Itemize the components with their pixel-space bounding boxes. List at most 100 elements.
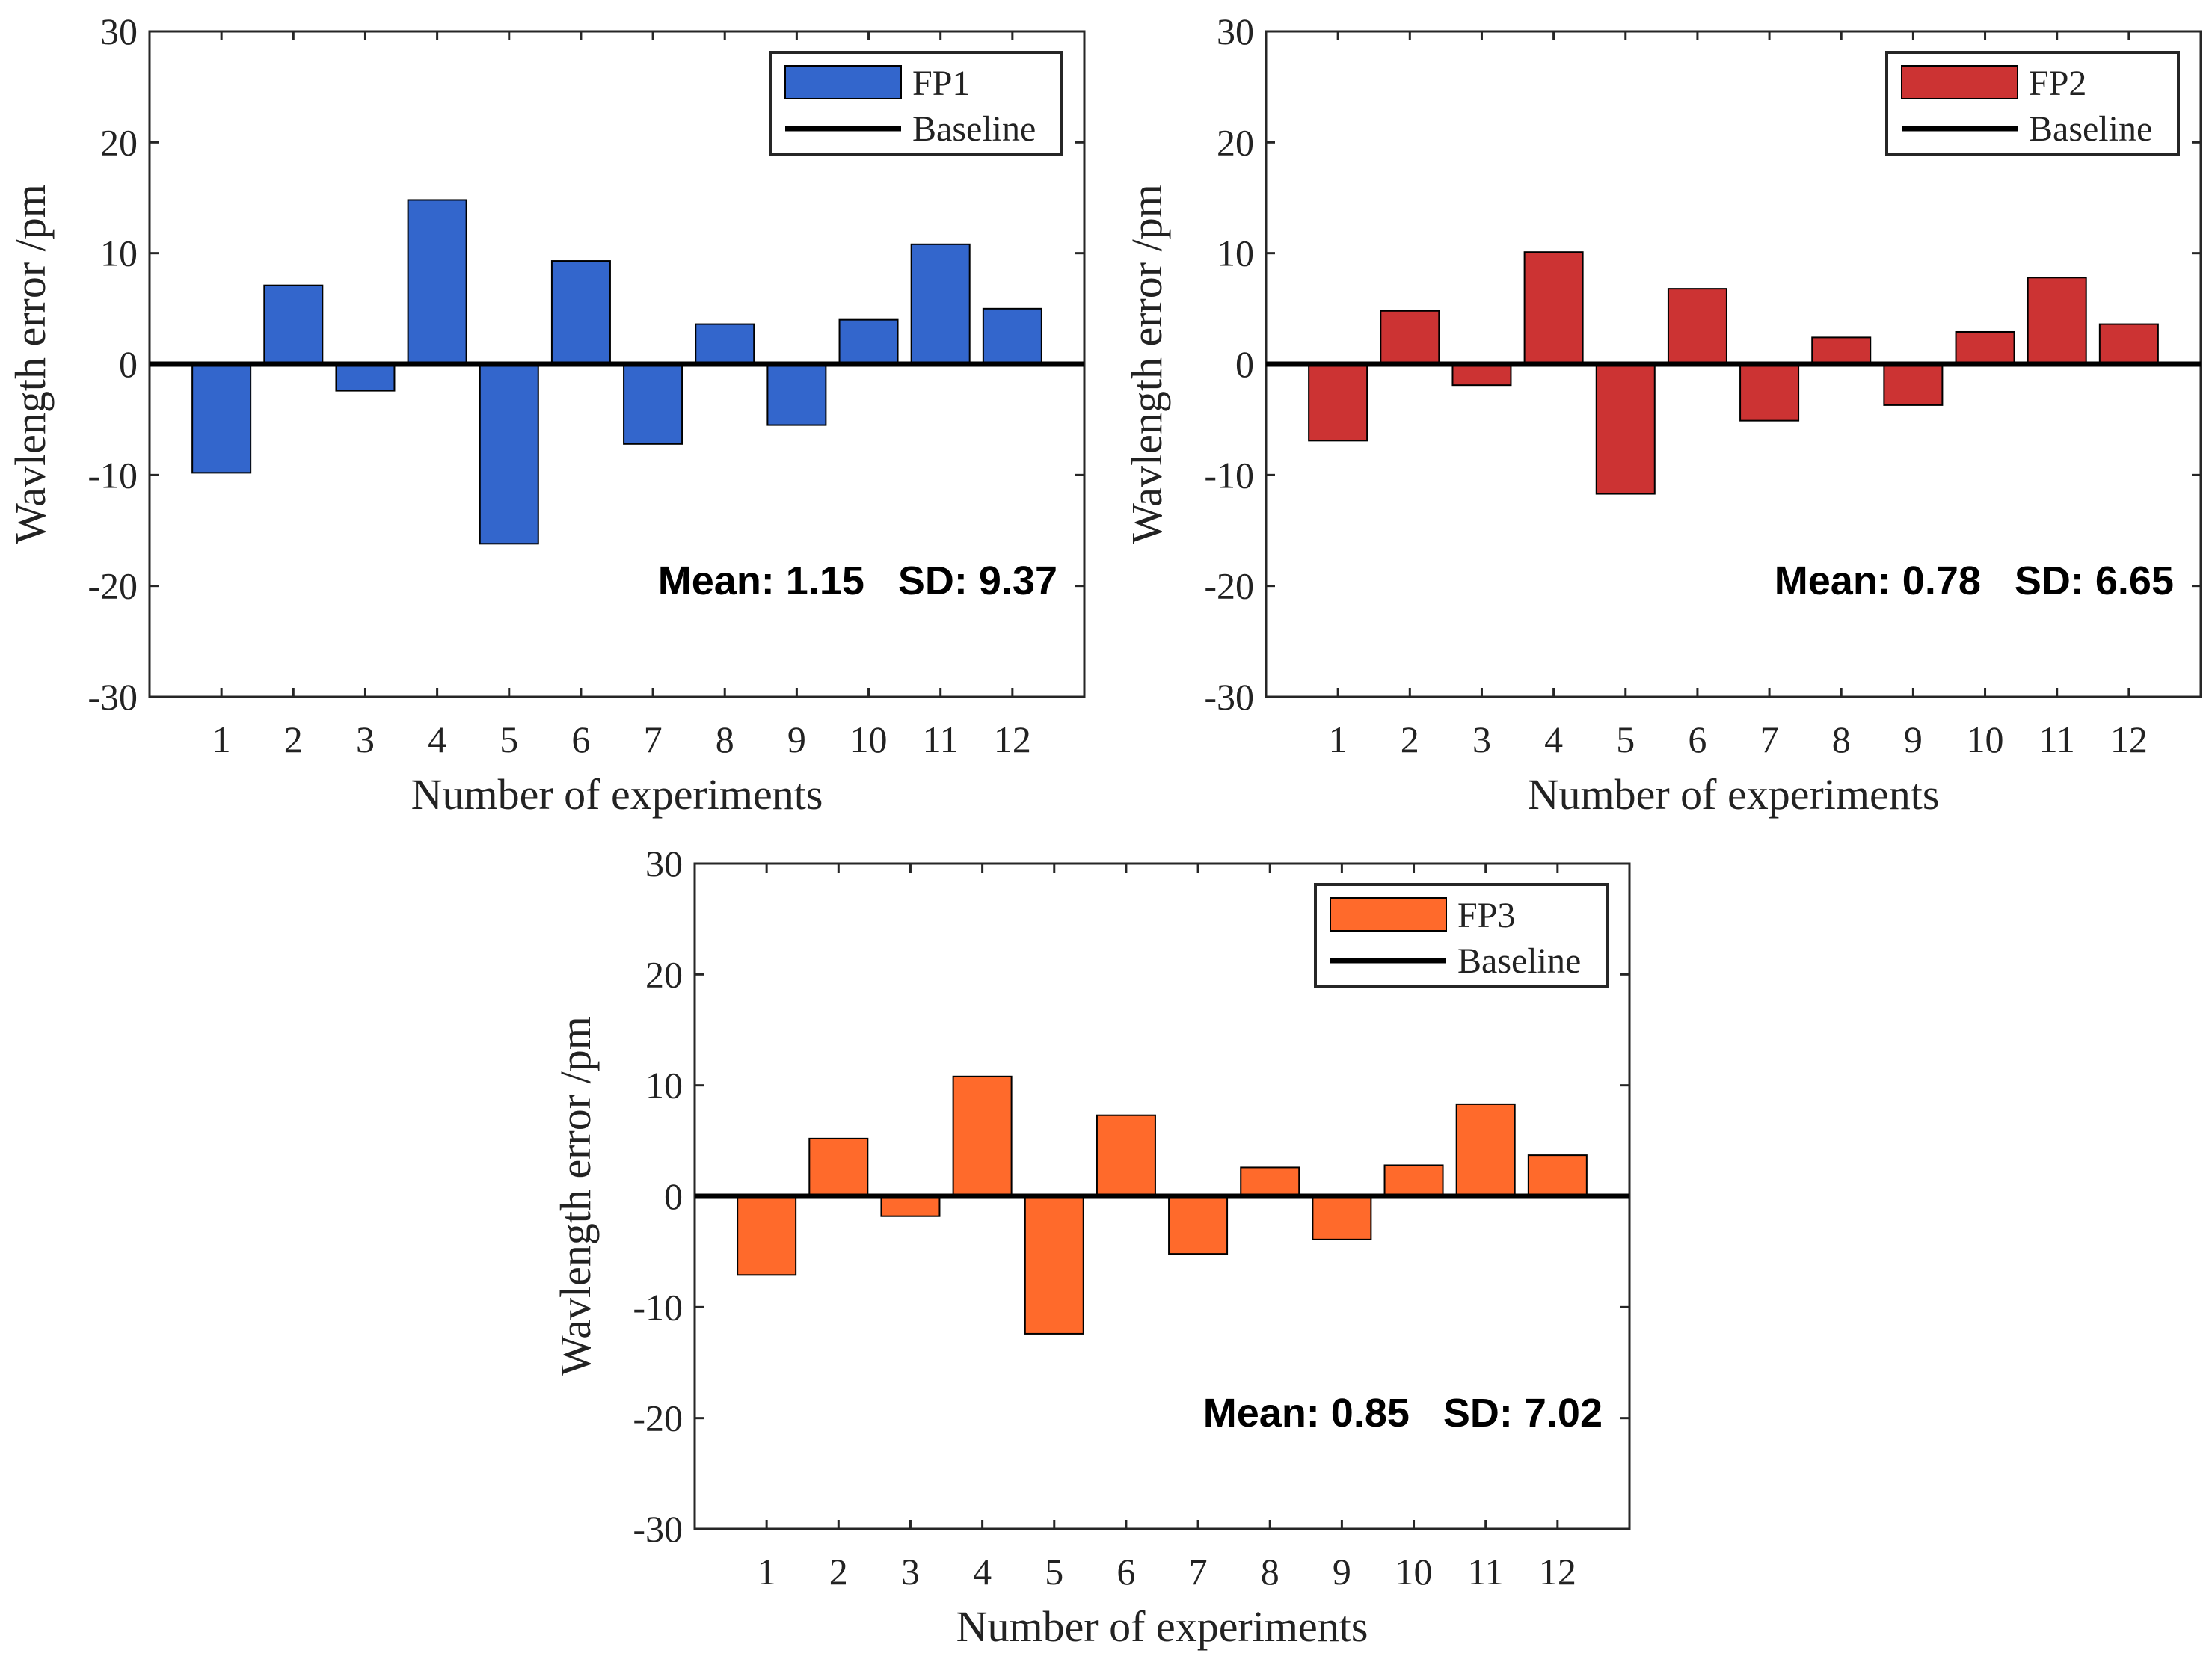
bar-fp1-exp-8 [695,323,755,366]
y-tick-label: 0 [1235,343,1254,385]
bar-fp1-exp-6 [550,260,611,365]
stats-annotation: Mean: 0.78 SD: 6.65 [1775,558,2174,603]
x-tick-label: 12 [2110,718,2148,760]
legend-label-baseline: Baseline [912,109,1036,149]
x-axis-label: Number of experiments [956,1602,1368,1651]
y-tick-label: 0 [664,1175,683,1217]
bar-fp3-exp-7 [1168,1195,1229,1255]
y-tick-label: 30 [1217,10,1254,52]
y-tick-label: -30 [87,676,138,718]
y-tick-label: 20 [1217,121,1254,163]
x-tick-label: 9 [1333,1551,1351,1592]
x-tick-label: 7 [1760,718,1779,760]
y-tick-label: -30 [633,1508,683,1550]
bar-fp1-exp-3 [335,363,396,392]
x-tick-label: 11 [2039,718,2075,760]
y-tick-label: -30 [1204,676,1254,718]
bar-fp1-exp-5 [479,363,539,545]
x-tick-label: 9 [787,718,806,760]
x-axis-label: Number of experiments [411,770,823,819]
y-axis-label: Wavlength error /pm [551,1016,600,1376]
bar-fp2-exp-9 [1883,363,1944,406]
x-tick-label: 6 [1688,718,1706,760]
x-tick-label: 1 [212,718,231,760]
bar-fp2-exp-7 [1739,363,1800,422]
x-tick-label: 12 [1539,1551,1576,1592]
bar-fp2-exp-5 [1595,363,1656,495]
x-tick-label: 10 [1967,718,2004,760]
bar-fp2-exp-12 [2098,323,2159,366]
bar-fp1-exp-1 [191,363,252,474]
legend-label-series: FP1 [912,64,970,103]
x-tick-label: 2 [284,718,303,760]
legend-swatch-bar [784,65,902,99]
y-tick-label: -20 [87,565,138,607]
bar-fp1-exp-7 [623,363,683,445]
bar-fp3-exp-3 [880,1195,941,1217]
y-tick-label: -10 [87,454,138,496]
x-tick-label: 8 [716,718,734,760]
bar-fp3-exp-5 [1024,1195,1084,1335]
legend-label-series: FP2 [2029,64,2086,103]
x-tick-label: 7 [644,718,663,760]
x-tick-label: 11 [923,718,959,760]
x-tick-label: 6 [1116,1551,1135,1592]
bar-fp1-exp-11 [910,243,971,365]
legend-label-series: FP3 [1457,896,1515,935]
x-tick-label: 4 [428,718,446,760]
bar-fp1-exp-12 [982,307,1042,366]
legend-label-baseline: Baseline [1457,941,1581,981]
x-tick-label: 5 [1045,1551,1063,1592]
bar-fp2-exp-6 [1667,288,1727,365]
y-axis-label: Wavlength error /pm [6,184,55,544]
y-tick-label: 0 [119,343,138,385]
legend: FP2 Baseline [1885,51,2180,156]
y-tick-label: -20 [633,1397,683,1439]
legend-label-baseline: Baseline [2029,109,2152,149]
y-tick-label: -20 [1204,565,1254,607]
x-axis-label: Number of experiments [1528,770,1940,819]
x-tick-label: 12 [994,718,1031,760]
x-tick-label: 8 [1261,1551,1279,1592]
bar-fp2-exp-2 [1380,310,1440,365]
legend-swatch-bar [1330,897,1447,932]
x-tick-label: 9 [1904,718,1923,760]
bar-fp2-exp-1 [1308,363,1368,442]
x-tick-label: 4 [1544,718,1563,760]
stats-annotation: Mean: 1.15 SD: 9.37 [658,558,1057,603]
y-tick-label: 30 [645,843,683,884]
bar-fp3-exp-1 [737,1195,797,1276]
y-tick-label: 10 [100,233,138,274]
x-tick-label: 3 [356,718,375,760]
bar-fp3-exp-9 [1312,1195,1372,1240]
y-tick-label: -10 [1204,454,1254,496]
bar-fp1-exp-2 [263,284,324,365]
bar-fp2-exp-10 [1955,330,2015,366]
bar-fp3-exp-10 [1383,1164,1444,1198]
y-tick-label: 30 [100,10,138,52]
bar-fp2-exp-3 [1451,363,1512,387]
bar-fp3-exp-2 [808,1137,869,1198]
bar-fp2-exp-11 [2027,277,2087,365]
bar-fp3-exp-4 [952,1075,1013,1198]
legend: FP1 Baseline [769,51,1063,156]
bar-fp1-exp-4 [407,199,467,366]
bar-fp3-exp-11 [1455,1103,1516,1197]
y-tick-label: 20 [100,121,138,163]
x-tick-label: 6 [571,718,590,760]
x-tick-label: 11 [1468,1551,1504,1592]
x-tick-label: 2 [1401,718,1419,760]
bar-fp1-exp-10 [838,318,899,365]
y-tick-label: 10 [645,1065,683,1107]
y-tick-label: 20 [645,953,683,995]
legend: FP3 Baseline [1314,883,1609,988]
stats-annotation: Mean: 0.85 SD: 7.02 [1203,1391,1603,1435]
y-axis-label: Wavlength error /pm [1122,184,1171,544]
bar-fp3-exp-8 [1240,1166,1300,1198]
x-tick-label: 10 [1395,1551,1433,1592]
x-tick-label: 1 [1329,718,1348,760]
